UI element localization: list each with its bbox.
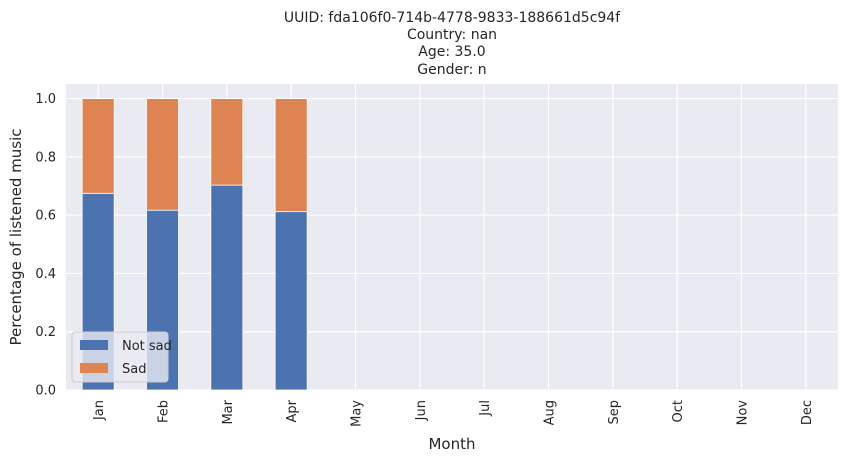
legend-label-not-sad: Not sad xyxy=(122,339,172,354)
title-line-1: UUID: fda106f0-714b-4778-9833-188661d5c9… xyxy=(284,10,621,26)
chart-title: UUID: fda106f0-714b-4778-9833-188661d5c9… xyxy=(284,10,621,78)
legend: Not sad Sad xyxy=(71,331,172,383)
x-tick-label: Apr xyxy=(285,399,300,422)
x-tick-label: Dec xyxy=(800,400,815,425)
x-tick-label: Sep xyxy=(607,400,622,425)
bar-sad-jan xyxy=(81,98,115,194)
bar-not-sad-mar xyxy=(210,184,244,391)
bar-sad-mar xyxy=(210,98,244,186)
x-tick-label: Mar xyxy=(221,399,236,424)
y-tick-label: 0.8 xyxy=(35,150,56,165)
y-tick-label: 0.6 xyxy=(35,209,56,224)
bar-not-sad-apr xyxy=(274,211,308,391)
x-axis-label: Month xyxy=(428,435,475,453)
legend-swatch-sad xyxy=(80,363,108,373)
y-tick-label: 0.2 xyxy=(35,325,56,340)
x-tick-label: Jun xyxy=(414,400,429,421)
y-tick-label: 1.0 xyxy=(35,92,56,107)
plot-area xyxy=(66,84,838,390)
x-tick-label: Oct xyxy=(671,400,686,422)
grid-lines xyxy=(66,84,838,391)
x-tick-label: Jul xyxy=(478,400,493,417)
y-tick-label: 0.0 xyxy=(35,384,56,399)
x-tick-label: Aug xyxy=(543,400,558,425)
bar-sad-feb xyxy=(146,98,179,211)
bars xyxy=(81,98,308,391)
x-tick-label: Nov xyxy=(736,400,751,426)
y-tick-label: 0.4 xyxy=(35,267,56,282)
x-tick-labels: Jan Feb Mar Apr May Jun Jul Aug Sep Oct Nov Dec xyxy=(92,399,815,427)
x-tick-label: May xyxy=(350,400,365,427)
y-tick-labels: 0.0 0.2 0.4 0.6 0.8 1.0 xyxy=(35,92,56,398)
title-line-2: Country: nan xyxy=(407,27,497,43)
bar-sad-apr xyxy=(274,98,308,213)
title-line-3: Age: 35.0 xyxy=(418,44,485,60)
legend-label-sad: Sad xyxy=(122,362,146,377)
x-tick-label: Jan xyxy=(92,400,107,421)
title-line-4: Gender: n xyxy=(417,62,486,78)
y-axis-label: Percentage of listened music xyxy=(7,128,25,345)
legend-swatch-not-sad xyxy=(80,340,108,350)
x-tick-label: Feb xyxy=(157,400,172,423)
